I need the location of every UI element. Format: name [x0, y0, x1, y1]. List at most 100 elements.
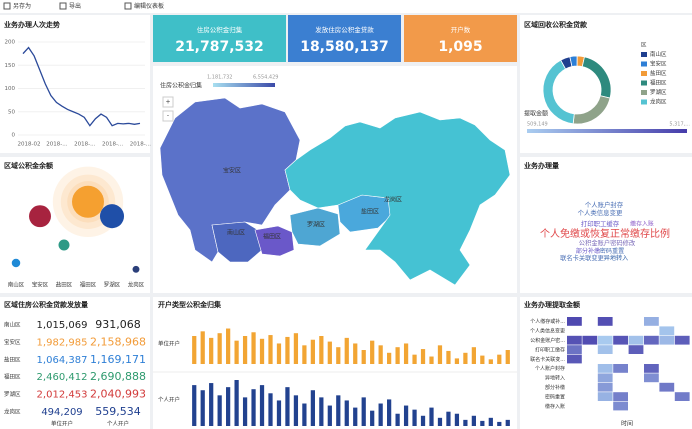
- heat-cell: [674, 392, 690, 401]
- icon: [59, 2, 67, 10]
- bar: [429, 407, 434, 426]
- toolbar-button[interactable]: 导出: [69, 2, 81, 10]
- map-region[interactable]: [254, 225, 295, 257]
- map-region[interactable]: [211, 221, 263, 263]
- bar: [403, 405, 409, 426]
- bar: [370, 410, 375, 426]
- bar: [488, 359, 493, 364]
- bar: [259, 338, 265, 364]
- bar: [327, 341, 332, 364]
- bubble: [58, 239, 70, 251]
- panel-title: 开户类型公积金归集: [158, 300, 222, 309]
- toolbar-button[interactable]: 另存为: [13, 2, 31, 10]
- y-tick-label: 150: [5, 63, 16, 69]
- bar: [437, 345, 443, 364]
- panel: [520, 157, 692, 293]
- word: 缴存入账: [630, 220, 654, 228]
- bar: [226, 387, 231, 426]
- bar: [268, 335, 273, 364]
- map-legend-label: 1,181,732: [207, 75, 232, 81]
- table-cell: 罗湖区: [4, 390, 21, 398]
- bar: [437, 417, 443, 426]
- table-cell: 494,209: [41, 407, 82, 418]
- bar: [209, 383, 214, 426]
- zoom-button[interactable]: [162, 96, 174, 108]
- legend-label: 南山区: [650, 50, 667, 58]
- bar: [217, 395, 222, 426]
- word: 打印职工缓存: [581, 219, 620, 228]
- heat-cell: [644, 364, 659, 373]
- table-cell: 福田区: [4, 373, 21, 381]
- bar: [463, 352, 468, 364]
- heat-cell: [567, 317, 582, 326]
- bubble: [99, 204, 125, 229]
- bar: [192, 336, 197, 364]
- heat-cell: [613, 335, 628, 345]
- bar: [446, 411, 451, 426]
- x-tick-label: 罗湖区: [104, 281, 121, 289]
- color-legend-label: 5,317,...: [669, 122, 690, 128]
- row-label: 公积金账户密...: [530, 337, 565, 344]
- table-cell: 559,534: [95, 405, 141, 418]
- map-region[interactable]: [289, 207, 341, 247]
- bar: [327, 405, 332, 426]
- x-tick-label: 盐田区: [56, 281, 73, 289]
- kpi-value: 18,580,137: [300, 39, 389, 55]
- kpi-label: 发放住房公积金贷款: [315, 25, 374, 34]
- bar: [242, 397, 248, 426]
- legend-swatch: [641, 80, 647, 86]
- bar: [251, 389, 256, 426]
- x-tick-label: 2018-...: [102, 142, 123, 148]
- bar: [268, 393, 273, 426]
- heat-cell: [597, 317, 613, 326]
- table-cell: 2,690,888: [90, 370, 146, 383]
- icon: [3, 2, 11, 10]
- y-tick-label: 100: [5, 86, 16, 92]
- heat-cell: [597, 382, 613, 392]
- region-label: 罗湖区: [307, 221, 325, 229]
- bar: [344, 337, 349, 364]
- map-region[interactable]: [284, 111, 511, 286]
- row-label: 缴存入账: [545, 403, 565, 410]
- bar: [420, 415, 426, 426]
- zoom-out[interactable]: -: [167, 113, 169, 120]
- legend-swatch: [641, 99, 647, 105]
- bar: [336, 347, 341, 364]
- x-axis-label: 时间: [621, 420, 633, 428]
- bar: [217, 333, 222, 364]
- row-label: 个人账户封存: [535, 365, 565, 372]
- panel-title: 业务办理量: [524, 161, 559, 170]
- zoom-in[interactable]: +: [165, 99, 170, 106]
- region-label: 宝安区: [223, 167, 241, 175]
- bar: [387, 399, 392, 426]
- heat-cell: [613, 401, 628, 411]
- toolbar-button[interactable]: 编辑仪表板: [134, 2, 164, 10]
- map-region[interactable]: [159, 97, 301, 263]
- bar: [463, 419, 468, 426]
- kpi-card: [153, 15, 286, 62]
- legend-swatch: [641, 52, 647, 57]
- heat-cell: [567, 354, 582, 364]
- bar: [403, 343, 409, 364]
- heat-cell: [597, 335, 613, 345]
- table-cell: 龙岗区: [4, 408, 21, 416]
- bar: [293, 333, 299, 364]
- panel-title: 区域公积金余额: [4, 161, 53, 170]
- panel-title: 区域回收公积金贷款: [524, 20, 588, 29]
- bar: [234, 380, 239, 426]
- x-tick-label: 宝安区: [32, 281, 49, 289]
- region-label: 龙岗区: [384, 196, 402, 204]
- row-label: 异地转入: [545, 375, 565, 382]
- bar: [378, 345, 383, 364]
- kpi-value: 21,787,532: [175, 39, 264, 55]
- kpi-value: 1,095: [438, 39, 482, 55]
- heat-cell: [597, 364, 613, 373]
- bar: [259, 385, 265, 426]
- bar: [276, 343, 282, 364]
- zoom-button[interactable]: [162, 110, 174, 122]
- bar: [200, 390, 205, 426]
- panel-title: 区域住房公积金贷款发放量: [4, 300, 88, 309]
- bar: [387, 352, 392, 364]
- heat-cell: [659, 335, 675, 345]
